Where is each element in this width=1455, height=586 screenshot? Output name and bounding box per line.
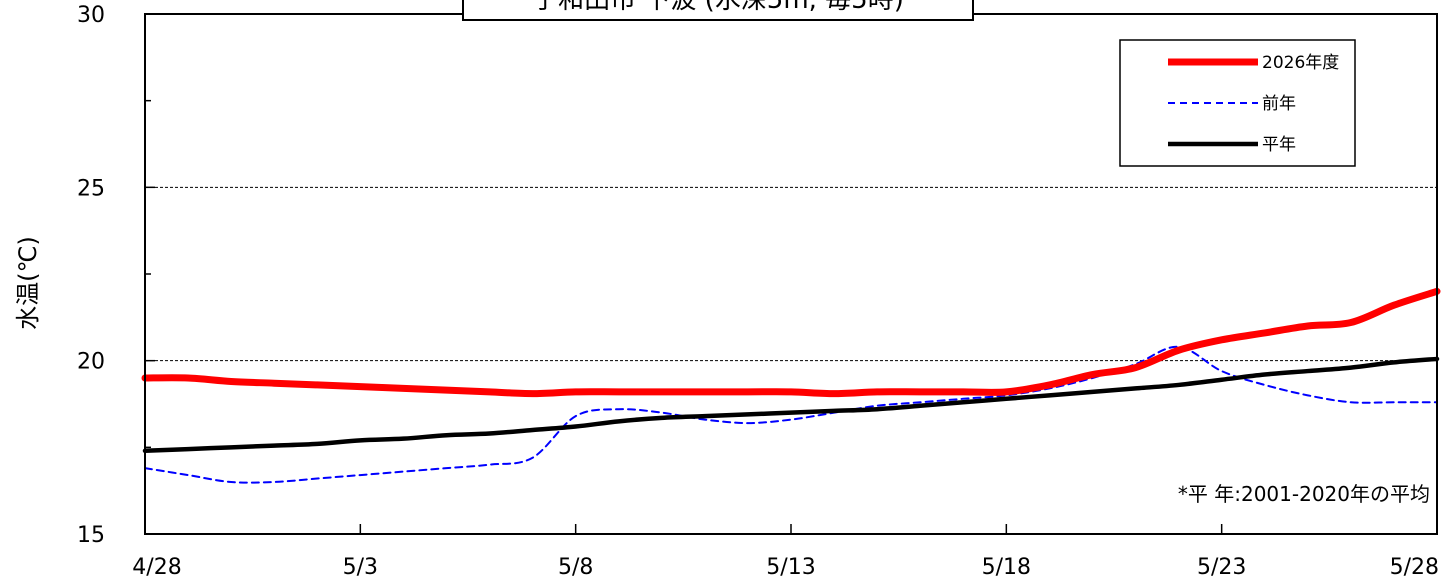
y-tick-label: 30 bbox=[77, 3, 105, 28]
x-axis: 4/28 5/3 5/8 5/13 5/18 5/23 5/28 bbox=[132, 524, 1439, 580]
x-tick-label: 5/13 bbox=[766, 555, 815, 580]
chart-title: 子和田市 下波 (水深5m, 毎5時) bbox=[532, 0, 904, 15]
y-axis: 15 20 25 30 bbox=[77, 3, 155, 548]
y-tick-label: 20 bbox=[77, 350, 105, 375]
x-tick-label: 5/23 bbox=[1197, 555, 1246, 580]
normal-period-note: *平 年:2001-2020年の平均 bbox=[1178, 482, 1430, 506]
legend-label-current: 2026年度 bbox=[1262, 53, 1339, 73]
chart-title-box: 子和田市 下波 (水深5m, 毎5時) bbox=[462, 0, 974, 21]
series-normal-line bbox=[142, 356, 1440, 454]
x-tick-label: 5/28 bbox=[1390, 555, 1439, 580]
legend: 2026年度 前年 平年 bbox=[1119, 39, 1356, 167]
series-current-line bbox=[141, 287, 1441, 398]
x-tick-label: 5/8 bbox=[558, 555, 593, 580]
legend-label-previous: 前年 bbox=[1262, 94, 1296, 114]
x-tick-label: 4/28 bbox=[132, 555, 181, 580]
series-previous-line bbox=[144, 345, 1438, 484]
x-tick-label: 5/3 bbox=[343, 555, 378, 580]
legend-label-normal: 平年 bbox=[1262, 135, 1296, 155]
gridlines bbox=[145, 186, 1437, 362]
y-axis-label: 水温(℃) bbox=[14, 236, 42, 330]
y-tick-label: 15 bbox=[77, 523, 105, 548]
series-layer bbox=[141, 287, 1441, 484]
x-tick-label: 5/18 bbox=[982, 555, 1031, 580]
y-tick-label: 25 bbox=[77, 176, 105, 201]
